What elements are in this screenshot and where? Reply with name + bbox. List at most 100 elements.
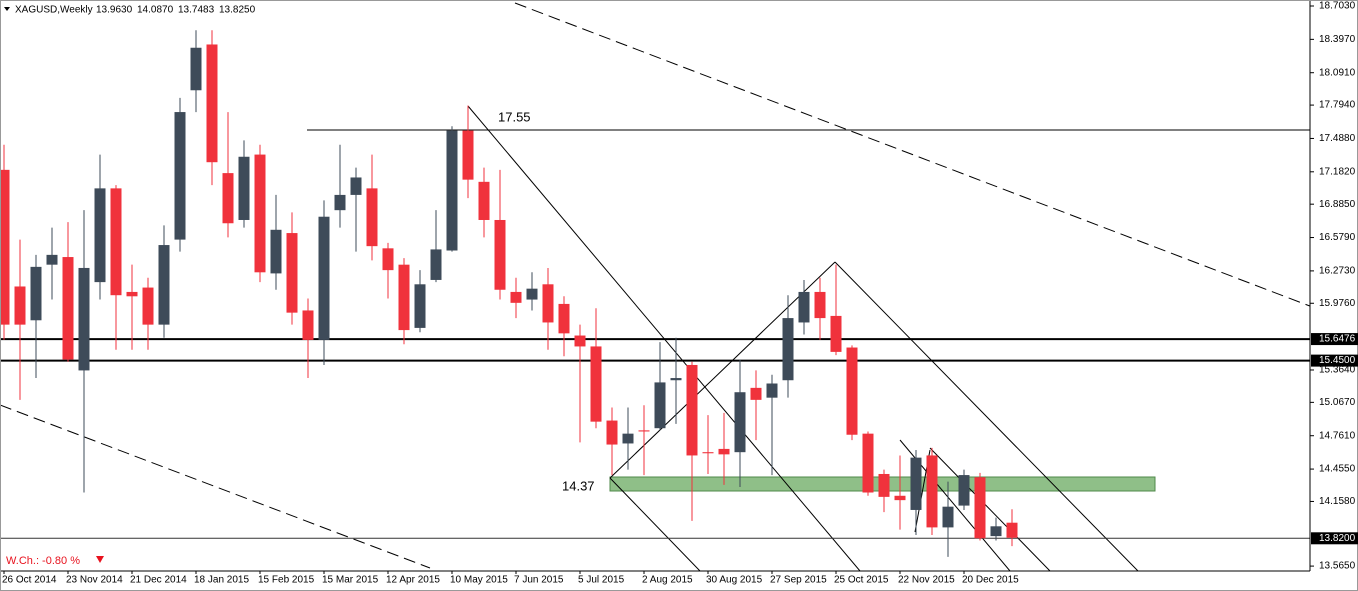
trend-line	[514, 2, 1310, 307]
x-tick-label: 26 Oct 2014	[2, 575, 57, 586]
candle-body	[958, 475, 970, 506]
candle-body	[190, 47, 202, 91]
x-tick-label: 21 Dec 2014	[130, 575, 187, 586]
ohlc-label: 13.7483	[178, 5, 215, 16]
price-marker-label: 13.8200	[1319, 533, 1356, 544]
candle-body	[942, 506, 954, 528]
candle-body	[286, 233, 298, 313]
y-tick-label: 17.7940	[1319, 100, 1356, 111]
candle-body	[622, 433, 634, 444]
menu-triangle	[4, 7, 10, 11]
candle-body	[462, 130, 474, 180]
ohlc-label: 14.0870	[137, 5, 174, 16]
y-tick-label: 14.1580	[1319, 496, 1356, 507]
candle-body	[526, 288, 538, 300]
candle-body	[846, 347, 858, 435]
ohlc-label: 13.9630	[96, 5, 133, 16]
price-marker-label: 15.4500	[1319, 355, 1356, 366]
candle-body	[574, 335, 586, 347]
x-tick-label: 7 Jun 2015	[514, 575, 564, 586]
candle-body	[830, 315, 842, 352]
candle-body	[94, 188, 106, 283]
candle-body	[366, 188, 378, 247]
candle-body	[302, 310, 314, 340]
trend-line	[929, 447, 1051, 571]
candle-body	[30, 266, 42, 321]
candle-body	[494, 219, 506, 290]
candle-body	[142, 287, 154, 325]
candle-body	[78, 267, 90, 371]
candle-body	[270, 229, 282, 274]
candle-body	[590, 346, 602, 422]
candle-body	[318, 216, 330, 340]
candle-body	[206, 44, 218, 163]
candle-body	[926, 455, 938, 528]
y-tick-label: 16.5790	[1319, 232, 1356, 243]
x-tick-label: 22 Nov 2015	[898, 575, 955, 586]
candle-body	[910, 457, 922, 510]
candle-body	[446, 130, 458, 251]
candle-body	[1006, 522, 1018, 538]
x-tick-label: 2 Aug 2015	[642, 575, 693, 586]
candle-body	[0, 169, 10, 325]
y-tick-label: 18.0910	[1319, 67, 1356, 78]
candle-body	[62, 257, 74, 360]
x-tick-label: 27 Sep 2015	[770, 575, 827, 586]
candle-body	[894, 495, 906, 501]
price-marker	[1311, 354, 1358, 367]
candle-body	[222, 173, 234, 224]
change-triangle	[96, 556, 104, 563]
trend-line	[609, 261, 836, 479]
x-tick-label: 15 Feb 2015	[258, 575, 315, 586]
y-tick-label: 13.5650	[1319, 561, 1356, 572]
y-tick-label: 16.8850	[1319, 199, 1356, 210]
trend-line	[834, 261, 1139, 571]
weekly-change: W.Ch.: -0.80 %	[6, 555, 80, 567]
candle-body	[814, 291, 826, 319]
candle-body	[398, 264, 410, 331]
candle-body	[110, 188, 122, 296]
candle-body	[430, 249, 442, 280]
candle-body	[382, 248, 394, 271]
y-tick-label: 18.7030	[1319, 1, 1356, 12]
candle-body	[542, 284, 554, 323]
x-tick-label: 20 Dec 2015	[962, 575, 1019, 586]
x-tick-label: 30 Aug 2015	[706, 575, 763, 586]
candle-body	[862, 433, 874, 493]
y-tick-label: 15.3640	[1319, 365, 1356, 376]
candle-body	[254, 154, 266, 273]
candle-body	[990, 526, 1002, 537]
x-tick-label: 10 May 2015	[450, 575, 508, 586]
candle-body	[350, 177, 362, 195]
x-tick-label: 15 Mar 2015	[322, 575, 379, 586]
x-tick-label: 5 Jul 2015	[578, 575, 625, 586]
candle-body	[638, 430, 650, 432]
candle-body	[782, 318, 794, 381]
price-marker-label: 15.6476	[1319, 334, 1356, 345]
annotation: 14.37	[562, 478, 595, 493]
x-tick-label: 18 Jan 2015	[194, 575, 249, 586]
candle-body	[238, 156, 250, 220]
candle-body	[558, 303, 570, 334]
y-tick-label: 14.7610	[1319, 430, 1356, 441]
candle-body	[478, 181, 490, 220]
y-tick-label: 16.2730	[1319, 266, 1356, 277]
y-tick-label: 17.4880	[1319, 133, 1356, 144]
candles	[0, 30, 1018, 557]
candle-body	[750, 387, 762, 400]
y-tick-label: 15.0670	[1319, 397, 1356, 408]
x-tick-label: 25 Oct 2015	[834, 575, 889, 586]
x-tick-label: 12 Apr 2015	[386, 575, 440, 586]
trend-line	[609, 477, 701, 571]
trend-line	[0, 404, 431, 569]
candle-body	[974, 477, 986, 539]
candle-body	[718, 448, 730, 455]
annotation: 17.55	[498, 109, 531, 124]
candle-body	[654, 382, 666, 429]
candle-body	[878, 473, 890, 497]
candle-body	[334, 194, 346, 211]
